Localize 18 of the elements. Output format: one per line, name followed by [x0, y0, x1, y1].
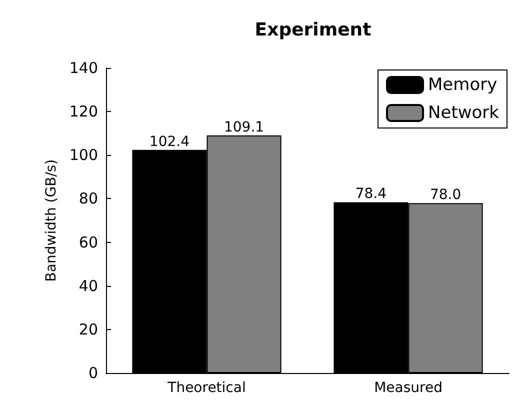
data-label: 78.0 — [430, 187, 462, 204]
chart-title: Experiment — [254, 20, 372, 40]
legend-label: Network — [428, 103, 500, 123]
data-label: 78.4 — [355, 186, 387, 202]
y-tick-label: 120 — [69, 102, 98, 121]
y-tick-label: 60 — [78, 233, 98, 252]
x-tick-label: Measured — [374, 380, 442, 396]
data-label: 109.1 — [224, 119, 264, 136]
legend-label: Memory — [428, 75, 498, 95]
y-axis-title: Bandwidth (GB/s) — [43, 159, 60, 282]
data-label: 102.4 — [149, 134, 190, 150]
y-tick-label: 20 — [78, 320, 98, 338]
y-tick-label: 0 — [88, 364, 98, 382]
x-tick-label: Theoretical — [166, 380, 246, 396]
y-tick-label: 140 — [69, 59, 98, 77]
y-tick-label: 80 — [78, 190, 98, 208]
y-tick-label: 100 — [69, 146, 98, 164]
y-tick-label: 40 — [78, 276, 98, 295]
